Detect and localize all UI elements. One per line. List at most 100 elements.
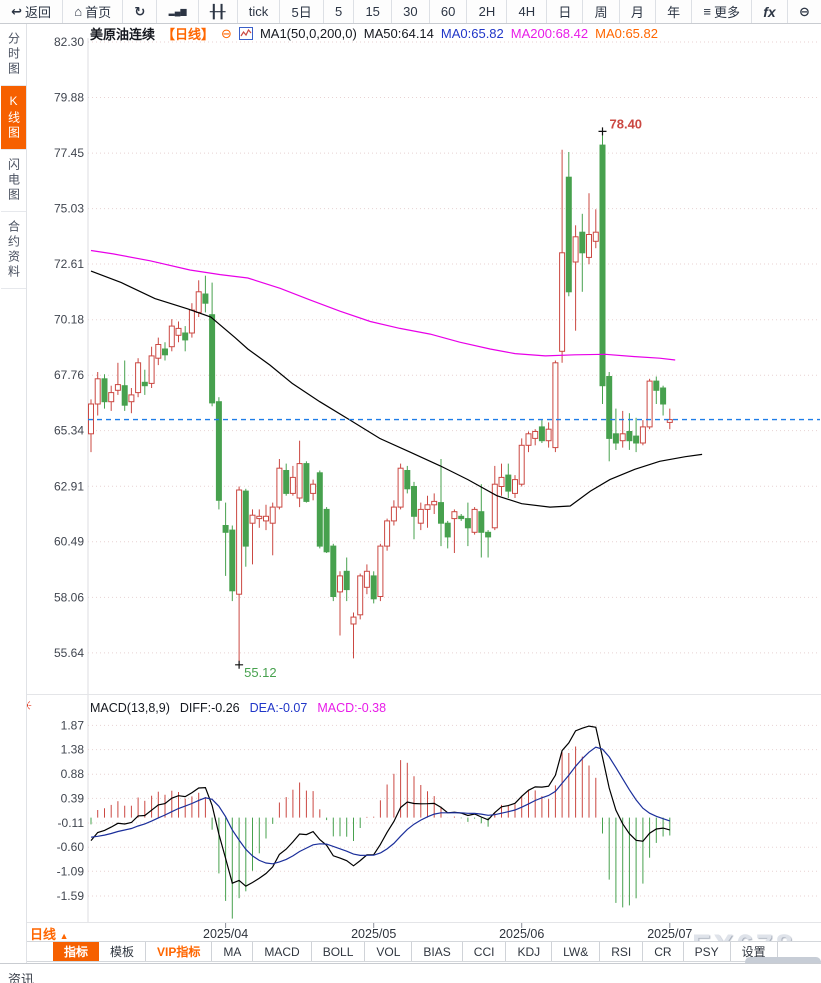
toolbar-more[interactable]: ≡ 更多 [692,0,753,23]
svg-text:-1.59: -1.59 [57,889,85,903]
toolbar-period-2h-label: 2H [478,4,496,19]
svg-text:55.64: 55.64 [54,646,84,660]
toolbar-period-30[interactable]: 30 [392,0,430,23]
tab-设置[interactable]: 设置 [731,942,778,961]
chart-type-sidebar: 分时图 K线图 闪电图 合约资料 [0,24,27,963]
chart-title-row: 美原油连续 【日线】 ⊖ MA1(50,0,200,0) MA50:64.14 … [90,25,658,42]
tab-RSI[interactable]: RSI [600,942,644,961]
tab-PSY[interactable]: PSY [684,942,731,961]
ma200-value: MA200:68.42 [510,25,589,41]
toolbar-period-5[interactable]: 5 [324,0,355,23]
news-row: 资讯 [0,963,821,983]
toolbar-period-day[interactable]: 日 [547,0,584,23]
tab-VIP指标[interactable]: VIP指标 [146,942,213,961]
toolbar-period-year[interactable]: 年 [656,0,693,23]
macd-macd-value: MACD:-0.38 [317,700,387,715]
zoom-out-icon: ⊖ [798,4,810,19]
toolbar-more-label: 更多 [714,5,741,20]
tab-LW&[interactable]: LW& [552,942,601,961]
collapse-icon[interactable]: ⊖ [221,25,232,41]
menu-icon: ≡ [703,4,711,19]
indicator-tabbar: 指标 模板 VIP指标 MA MACD BOLL VOL BIAS CCI KDJ LW& RSI CR… [0,941,821,962]
tab-指标[interactable]: 指标 [53,942,100,961]
toolbar-formula[interactable]: fx [752,0,788,23]
toolbar-period-2h[interactable]: 2H [467,0,508,23]
svg-text:70.18: 70.18 [54,313,84,327]
svg-text:2025/05: 2025/05 [351,927,396,941]
period-tag: 【日线】 [162,26,215,42]
chevron-up-icon: ▲ [59,931,69,941]
svg-text:79.88: 79.88 [54,91,84,105]
tab-MACD[interactable]: MACD [253,942,312,961]
back-arrow-icon: ↩ [11,4,23,19]
toolbar-bar-chart[interactable]: ▂▄▆ [157,0,199,23]
candlestick-icon: ╂╂ [209,4,226,19]
svg-text:2025/06: 2025/06 [499,927,544,941]
svg-text:65.34: 65.34 [54,424,84,438]
macd-dea-value: DEA:-0.07 [249,700,308,715]
toolbar-refresh[interactable]: ↻ [123,0,158,23]
toolbar-period-60-label: 60 [440,4,456,19]
svg-text:0.39: 0.39 [61,791,85,805]
toolbar-period-5d[interactable]: 5日 [280,0,324,23]
symbol-name: 美原油连续 [90,26,156,42]
toolbar-period-day-label: 日 [558,5,572,20]
toolbar-tick[interactable]: tick [238,0,281,23]
period-dropdown-button[interactable]: 日线 ▲ [30,924,69,943]
svg-text:58.06: 58.06 [54,590,84,604]
svg-text:-0.60: -0.60 [57,840,85,854]
svg-text:82.30: 82.30 [54,35,84,49]
svg-text:67.76: 67.76 [54,368,84,382]
refresh-icon: ↻ [134,4,146,19]
ma50-value: MA50:64.14 [363,25,434,41]
tab-BIAS[interactable]: BIAS [412,942,463,961]
price-chart-canvas[interactable]: 82.30 79.88 77.45 75.03 72.61 70.18 67.76 65.34… [0,24,821,941]
toolbar-period-4h[interactable]: 4H [507,0,548,23]
svg-text:2025/04: 2025/04 [203,927,248,941]
toolbar-period-month[interactable]: 月 [620,0,657,23]
toolbar-home-label: 首页 [85,5,112,20]
toolbar-home[interactable]: ⌂ 首页 [63,0,124,23]
sidebar-item-K线图[interactable]: K线图 [0,86,26,150]
svg-text:62.91: 62.91 [54,479,84,493]
toolbar-back-label: 返回 [25,5,52,20]
tab-CCI[interactable]: CCI [463,942,507,961]
tab-MA[interactable]: MA [212,942,254,961]
kline-mini-icon [238,26,253,40]
svg-text:55.12: 55.12 [244,665,277,680]
svg-text:60.49: 60.49 [54,535,84,549]
macd-title: MACD(13,8,9) [90,700,170,715]
tab-CR[interactable]: CR [643,942,684,961]
tab-KDJ[interactable]: KDJ [506,942,553,961]
toolbar-back[interactable]: ↩ 返回 [0,0,64,23]
tab-BOLL[interactable]: BOLL [312,942,366,961]
svg-text:75.03: 75.03 [54,202,84,216]
ma-settings-label: MA1(50,0,200,0) [259,25,357,41]
toolbar-period-15[interactable]: 15 [354,0,393,23]
svg-text:0.88: 0.88 [61,767,85,781]
toolbar-period-60[interactable]: 60 [430,0,468,23]
sidebar-item-闪电图[interactable]: 闪电图 [0,150,26,212]
sidebar-item-分时图[interactable]: 分时图 [0,24,26,86]
toolbar-period-week[interactable]: 周 [583,0,620,23]
toolbar-zoom-out[interactable]: ⊖ [788,0,821,23]
svg-text:-0.11: -0.11 [58,816,85,830]
ma0-blue-value: MA0:65.82 [440,25,504,41]
home-icon: ⌂ [74,4,83,19]
ma0-orange-value: MA0:65.82 [595,25,658,41]
tab-VOL[interactable]: VOL [365,942,413,961]
toolbar-tick-label: tick [248,4,269,19]
bottom-scrollbar[interactable] [745,957,821,967]
svg-text:1.87: 1.87 [61,718,85,732]
svg-text:72.61: 72.61 [54,257,84,271]
toolbar-kline-style[interactable]: ╂╂ [199,0,238,23]
sidebar-item-合约资料[interactable]: 合约资料 [0,212,26,289]
toolbar-period-week-label: 周 [594,5,608,20]
bar-chart-icon: ▂▄▆ [168,6,187,16]
svg-text:1.38: 1.38 [61,743,85,757]
svg-text:-1.09: -1.09 [57,864,85,878]
news-tab[interactable]: 资讯 [8,972,35,983]
svg-text:2025/07: 2025/07 [647,927,692,941]
tab-模板[interactable]: 模板 [99,942,147,961]
macd-diff-value: DIFF:-0.26 [179,700,240,715]
